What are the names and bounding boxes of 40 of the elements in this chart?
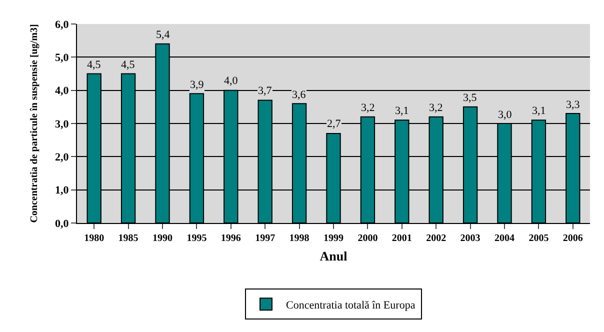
x-tick-label: 2000	[358, 233, 378, 244]
x-tick-label: 1980	[84, 233, 104, 244]
x-tick-label: 1998	[289, 233, 310, 244]
legend-label: Concentratia totală în Europa	[286, 299, 416, 312]
data-label: 3,5	[463, 92, 478, 104]
data-label: 3,1	[532, 105, 546, 117]
x-tick-label: 1985	[118, 233, 138, 244]
data-label: 4,0	[224, 75, 238, 87]
data-label: 4,5	[121, 59, 136, 71]
y-tick-label: 6,0	[55, 18, 70, 31]
x-tick-label: 2004	[494, 233, 514, 244]
x-tick-label: 2003	[460, 233, 480, 244]
x-tick-label: 2001	[392, 233, 412, 244]
x-tick-label: 2005	[528, 233, 549, 244]
data-label: 3,1	[395, 105, 409, 117]
data-label: 3,6	[292, 89, 306, 101]
data-label: 3,7	[258, 85, 272, 97]
y-tick-label: 0,0	[55, 218, 70, 230]
y-tick-label: 4,0	[55, 85, 70, 98]
x-tick-label: 1999	[324, 233, 344, 244]
y-axis-title: Concentratia de particule în suspensie [ug/m3]	[29, 24, 40, 223]
x-tick-label: 1995	[186, 233, 207, 244]
x-tick-label: 2006	[562, 233, 583, 244]
data-label: 3,9	[190, 79, 204, 91]
y-tick-label: 1,0	[55, 184, 70, 197]
data-label: 4,5	[87, 59, 102, 71]
y-tick-label: 2,0	[55, 152, 70, 164]
y-tick-label: 3,0	[55, 118, 70, 130]
x-axis-title: Anul	[320, 248, 348, 264]
data-label: 5,4	[156, 29, 170, 41]
data-label: 3,2	[361, 102, 375, 114]
x-tick-label: 2002	[426, 233, 446, 244]
x-tick-label: 1996	[220, 233, 241, 244]
data-label: 3,0	[498, 109, 512, 121]
y-tick-label: 5,0	[55, 52, 70, 64]
data-label: 3,3	[566, 99, 580, 111]
data-label: 3,2	[429, 102, 443, 114]
data-label: 2,7	[327, 118, 342, 130]
x-tick-label: 1990	[152, 233, 172, 244]
x-tick-label: 1997	[255, 233, 276, 244]
